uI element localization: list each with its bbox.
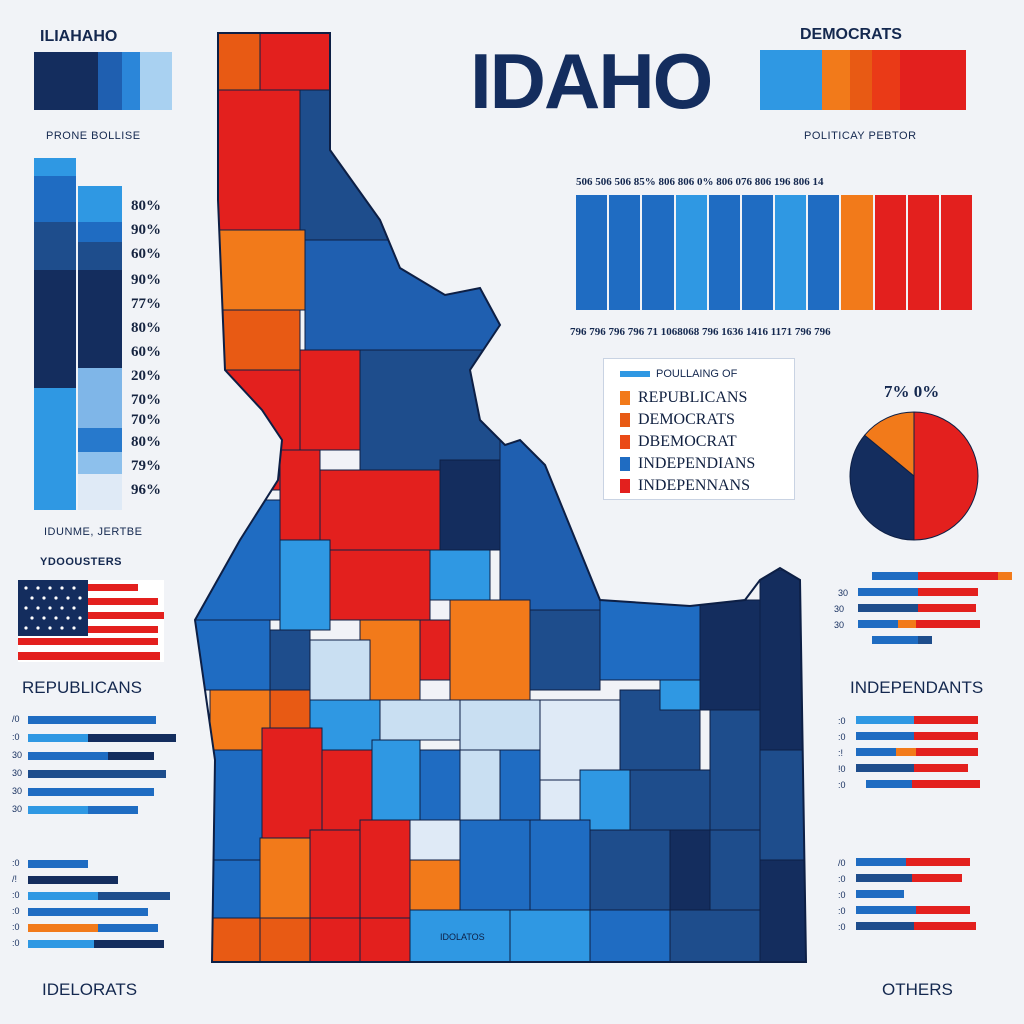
percent-label: 90% (131, 272, 161, 288)
right-bar-group-middle: :0 :0:! !0 :0 (838, 716, 980, 790)
percent-label: 90% (131, 222, 161, 238)
svg-text::0: :0 (12, 922, 20, 932)
pie-slice-navy (849, 434, 915, 541)
percent-label: 20% (131, 368, 161, 384)
svg-text:/0: /0 (838, 858, 846, 868)
svg-text:30: 30 (838, 588, 848, 598)
left-stacked-bottom-label: IDUNME, JERTBE (44, 526, 143, 538)
legend-row: INDEPENDIANS (620, 455, 790, 475)
percent-label: 77% (131, 296, 161, 312)
us-flag-icon (18, 580, 164, 662)
legend-row: DBEMOCRAT (620, 433, 790, 453)
left-bar-group-top: /0 :0 30 30 30 30 (12, 714, 176, 814)
page-title: IDAHO (470, 37, 713, 125)
bar-chart-top-labels: 506 506 506 85% 806 806 0% 806 076 806 1… (576, 176, 824, 188)
svg-text:30: 30 (12, 804, 22, 814)
right-subtitle: POLITICAY PEBTOR (804, 130, 917, 142)
section-heading-republicans: REPUBLICANS (22, 678, 142, 697)
percent-label: 60% (131, 246, 161, 262)
top-left-label: ILIAHAHO (40, 28, 118, 45)
right-bar-group-bottom: /0 :0 :0 :0 :0 (838, 858, 976, 932)
top-right-label: DEMOCRATS (800, 26, 902, 43)
svg-text::0: :0 (12, 906, 20, 916)
right-bar-group-top: 30 30 30 (834, 572, 1012, 644)
percent-label: 79% (131, 458, 161, 474)
legend-row: INDEPENNANS (620, 477, 790, 497)
svg-text::0: :0 (838, 890, 846, 900)
left-subtitle: PRONE BOLLISE (46, 130, 141, 142)
svg-text::0: :0 (838, 716, 846, 726)
legend-row: DEMOCRATS (620, 411, 790, 431)
pie-chart (849, 411, 979, 541)
top-left-color-strip (34, 52, 172, 110)
svg-text:!0: !0 (838, 764, 846, 774)
pie-slice-red (913, 411, 979, 541)
legend-title: POULLAING OF (656, 368, 738, 380)
svg-text::0: :0 (838, 732, 846, 742)
svg-text:30: 30 (12, 768, 22, 778)
right-bar-chart (576, 195, 973, 310)
svg-text::!: :! (838, 748, 843, 758)
legend-row: REPUBLICANS (620, 389, 790, 409)
svg-text:30: 30 (834, 604, 844, 614)
pie-slice-orange (863, 411, 915, 478)
svg-text:30: 30 (12, 786, 22, 796)
percent-label: 80% (131, 434, 161, 450)
flag-label: YDOOUSTERS (40, 556, 123, 568)
svg-text::0: :0 (12, 858, 20, 868)
section-heading-others: OTHERS (882, 980, 953, 999)
left-stacked-column-2 (78, 186, 122, 510)
svg-text:30: 30 (834, 620, 844, 630)
percent-label: 60% (131, 344, 161, 360)
percent-label: 96% (131, 482, 161, 498)
svg-text::0: :0 (12, 938, 20, 948)
map-region-label: IDOLATOS (440, 932, 485, 942)
percent-label: 80% (131, 320, 161, 336)
bar-chart-bottom-labels: 796 796 796 796 71 1068068 796 1636 1416… (570, 326, 831, 338)
pie-label: 7% 0% (884, 382, 940, 401)
svg-text::0: :0 (838, 780, 846, 790)
svg-text::0: :0 (12, 890, 20, 900)
percent-label: 80% (131, 198, 161, 214)
svg-text:/!: /! (12, 874, 17, 884)
top-right-color-strip (760, 50, 966, 110)
svg-text:30: 30 (12, 750, 22, 760)
svg-text::0: :0 (12, 732, 20, 742)
svg-text::0: :0 (838, 874, 846, 884)
legend: POULLAING OF REPUBLICANS DEMOCRATS DBEMO… (603, 358, 795, 500)
section-heading-idelorats: IDELORATS (42, 980, 138, 999)
svg-text:/0: /0 (12, 714, 20, 724)
section-heading-independants: INDEPENDANTS (850, 678, 984, 697)
left-bar-group-bottom: :0 /! :0 :0 :0 :0 (12, 858, 170, 948)
svg-text::0: :0 (838, 906, 846, 916)
percent-label: 70% (131, 392, 161, 408)
percent-label: 70% (131, 412, 161, 428)
svg-text::0: :0 (838, 922, 846, 932)
left-stacked-column-1 (34, 158, 76, 510)
